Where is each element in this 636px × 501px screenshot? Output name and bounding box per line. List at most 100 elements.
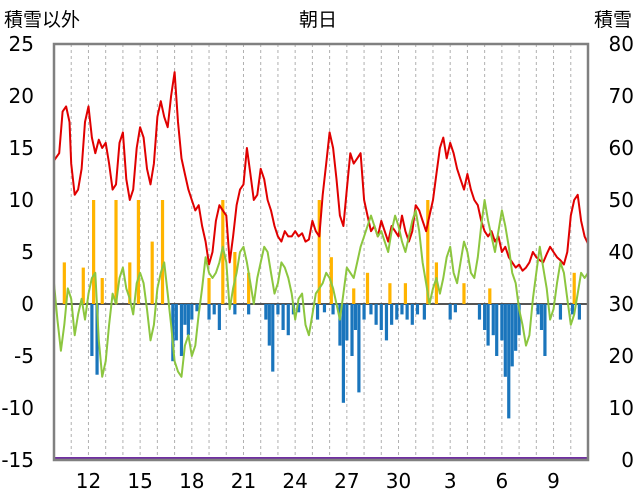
bar-blue bbox=[369, 304, 373, 315]
y-left-tick-label: -10 bbox=[1, 396, 34, 420]
x-tick-label: 24 bbox=[282, 469, 307, 493]
bar-orange bbox=[221, 200, 225, 304]
bar-blue bbox=[264, 304, 268, 320]
y-left-tick-label: 25 bbox=[9, 32, 34, 56]
bar-blue bbox=[276, 304, 280, 315]
bar-blue bbox=[486, 304, 490, 346]
bar-blue bbox=[350, 304, 354, 356]
bar-orange bbox=[81, 267, 85, 304]
bar-blue bbox=[179, 304, 184, 356]
bar-orange bbox=[488, 288, 492, 304]
bar-blue bbox=[171, 304, 175, 362]
bar-blue bbox=[207, 304, 211, 320]
bar-blue bbox=[267, 304, 271, 346]
bar-blue bbox=[536, 304, 540, 315]
bar-orange bbox=[150, 241, 154, 304]
y-right-tick-label: 80 bbox=[609, 32, 634, 56]
bar-blue bbox=[570, 304, 575, 315]
y-left-tick-label: 10 bbox=[9, 188, 34, 212]
x-tick-label: 9 bbox=[547, 469, 560, 493]
y-right-tick-label: 10 bbox=[609, 396, 634, 420]
bar-orange bbox=[365, 272, 370, 304]
bar-blue bbox=[195, 304, 199, 312]
grid-layer bbox=[54, 44, 588, 460]
bar-blue bbox=[345, 304, 349, 341]
bar-blue bbox=[500, 304, 504, 341]
bar-blue bbox=[212, 304, 216, 315]
y-right-tick-label: 20 bbox=[609, 344, 634, 368]
bar-blue bbox=[483, 304, 487, 330]
bar-blue bbox=[539, 304, 544, 330]
bar-blue bbox=[453, 304, 457, 313]
x-tick-label: 30 bbox=[386, 469, 411, 493]
bar-blue bbox=[517, 304, 521, 336]
bar-blue bbox=[379, 304, 383, 330]
x-tick-label: 27 bbox=[334, 469, 359, 493]
y-left-tick-label: 20 bbox=[9, 84, 34, 108]
bar-orange bbox=[426, 200, 430, 304]
bar-blue bbox=[543, 304, 547, 356]
bar-orange bbox=[403, 283, 408, 304]
bar-blue bbox=[233, 304, 237, 315]
bar-orange bbox=[388, 283, 392, 304]
x-tick-label: 6 bbox=[496, 469, 509, 493]
y-right-tick-label: 60 bbox=[609, 136, 634, 160]
y-right-tick-label: 40 bbox=[609, 240, 634, 264]
bar-orange bbox=[92, 200, 96, 304]
bar-blue bbox=[390, 304, 394, 325]
bar-blue bbox=[362, 304, 366, 320]
bar-blue bbox=[374, 304, 378, 325]
bar-blue bbox=[558, 304, 563, 320]
bar-blue bbox=[448, 304, 452, 320]
bar-blue bbox=[247, 304, 251, 315]
bar-orange bbox=[136, 200, 141, 304]
y-right-tick-label: 70 bbox=[609, 84, 634, 108]
left-axis-title: 積雪以外 bbox=[4, 9, 80, 31]
bar-blue bbox=[395, 304, 399, 320]
plot-frame bbox=[52, 42, 590, 462]
series-line-green bbox=[53, 199, 589, 378]
bar-blue bbox=[186, 304, 190, 336]
x-tick-label: 3 bbox=[444, 469, 457, 493]
bar-orange bbox=[100, 278, 104, 304]
bar-blue bbox=[90, 304, 94, 356]
bar-blue bbox=[95, 304, 99, 375]
bar-blue bbox=[183, 304, 187, 325]
bar-orange bbox=[128, 262, 132, 304]
x-tick-label: 18 bbox=[179, 469, 204, 493]
bar-blue bbox=[174, 304, 178, 341]
y-left-tick-label: 0 bbox=[21, 292, 34, 316]
bar-blue bbox=[577, 304, 581, 320]
bar-blue bbox=[315, 304, 320, 320]
bar-blue bbox=[384, 304, 389, 341]
right-axis-title: 積雪 bbox=[594, 9, 632, 31]
bar-blue bbox=[331, 304, 335, 315]
bar-blue bbox=[477, 304, 482, 320]
bar-blue bbox=[503, 304, 507, 377]
bar-blue bbox=[415, 304, 420, 315]
bar-orange bbox=[352, 288, 356, 304]
bar-blue bbox=[491, 304, 495, 336]
bar-blue bbox=[297, 304, 301, 313]
bar-blue bbox=[281, 304, 285, 330]
bar-orange bbox=[434, 262, 439, 304]
bar-blue bbox=[353, 304, 358, 330]
bar-orange bbox=[247, 272, 251, 304]
y-left-tick-label: -15 bbox=[1, 448, 34, 472]
bar-orange bbox=[462, 283, 466, 304]
bar-layer bbox=[62, 200, 581, 419]
y-right-tick-label: 0 bbox=[621, 448, 634, 472]
y-left-tick-label: 15 bbox=[9, 136, 34, 160]
y-right-tick-label: 50 bbox=[609, 188, 634, 212]
bar-orange bbox=[317, 200, 321, 304]
bar-blue bbox=[271, 304, 275, 372]
series-line-red bbox=[53, 71, 589, 272]
bar-blue bbox=[510, 304, 514, 367]
bar-blue bbox=[422, 304, 426, 320]
y-left-tick-label: -5 bbox=[14, 344, 34, 368]
bar-blue bbox=[507, 304, 511, 419]
y-left-tick-label: 5 bbox=[21, 240, 34, 264]
bar-blue bbox=[357, 304, 361, 393]
